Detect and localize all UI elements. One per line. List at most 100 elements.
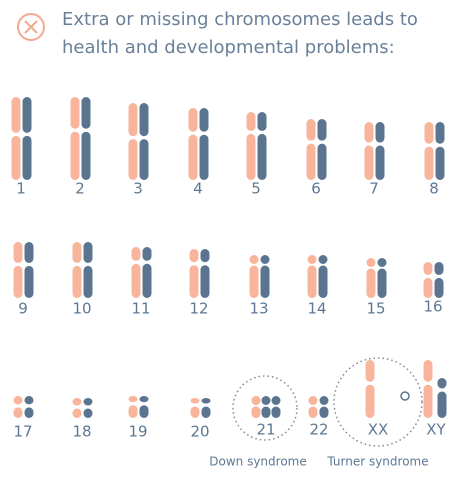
title-line: health and developmental problems: <box>62 37 395 58</box>
chromosome-label: 8 <box>429 180 439 198</box>
chromosome <box>131 263 141 298</box>
chromosome-label: 21 <box>256 421 275 439</box>
chromosome-label: 11 <box>131 300 150 318</box>
chromosome <box>11 97 21 133</box>
chromosome <box>200 265 210 298</box>
chromosome <box>83 242 93 263</box>
chromosome <box>24 265 34 298</box>
chromosome <box>307 265 317 298</box>
chromosome <box>139 396 149 403</box>
chromosome <box>437 378 447 389</box>
chromosome <box>261 406 271 418</box>
chromosome <box>307 255 317 264</box>
chromosome <box>199 108 209 132</box>
chromosome <box>364 145 374 180</box>
chromosome <box>70 97 80 129</box>
chromosome <box>260 255 270 264</box>
chromosome <box>246 133 256 180</box>
chromosome <box>366 258 376 267</box>
chromosome <box>434 277 444 298</box>
chromosome <box>257 112 267 131</box>
chromosome <box>377 268 387 298</box>
chromosome-label: 17 <box>13 423 32 441</box>
chromosome <box>365 360 375 382</box>
chromosome-label: 12 <box>189 300 208 318</box>
chromosome <box>364 122 374 143</box>
chromosome <box>375 145 385 180</box>
chromosome-label: 1 <box>16 180 26 198</box>
chromosome <box>318 255 328 264</box>
chromosome <box>72 398 82 406</box>
chromosome <box>131 247 141 261</box>
chromosome <box>200 249 210 263</box>
dotted-circle <box>232 375 298 441</box>
chromosome-label: XX <box>368 421 389 439</box>
chromosome <box>257 133 267 180</box>
chromosome-label: 3 <box>133 180 143 198</box>
chromosome <box>424 122 434 144</box>
chromosome <box>437 391 447 418</box>
chromosome <box>261 396 271 405</box>
missing-marker <box>400 391 410 401</box>
chromosome <box>81 131 91 180</box>
chromosome <box>308 396 318 405</box>
chromosome <box>434 262 444 275</box>
chromosome-label: 19 <box>128 423 147 441</box>
chromosome <box>306 143 316 180</box>
chromosome-label: 4 <box>193 180 203 198</box>
chromosome <box>83 398 93 406</box>
chromosome-label: 14 <box>307 300 326 318</box>
chromosome <box>249 265 259 298</box>
chromosome <box>83 265 93 298</box>
chromosome <box>319 396 329 405</box>
chromosome <box>365 384 375 418</box>
chromosome <box>317 119 327 141</box>
chromosome <box>139 405 149 418</box>
chromosome <box>189 249 199 263</box>
chromosome-label: 5 <box>251 180 261 198</box>
chromosome <box>435 122 445 144</box>
chromosome <box>306 119 316 141</box>
chromosome-label: 10 <box>72 300 91 318</box>
chromosome <box>13 242 23 263</box>
chromosome <box>249 255 259 264</box>
chromosome <box>24 407 34 418</box>
chromosome-label: 6 <box>311 180 321 198</box>
chromosome <box>423 384 433 418</box>
chromosome <box>24 242 34 263</box>
chromosome <box>199 134 209 180</box>
chromosome <box>72 242 82 263</box>
chromosome-label: 13 <box>249 300 268 318</box>
chromosome <box>188 108 198 132</box>
chromosome <box>72 408 82 418</box>
chromosome <box>70 131 80 180</box>
dotted-circle <box>333 357 423 447</box>
chromosome-label: 22 <box>309 421 328 439</box>
chromosome <box>251 406 261 418</box>
chromosome <box>308 406 318 418</box>
chromosome <box>24 396 34 405</box>
chromosome <box>375 122 385 143</box>
chromosome <box>128 405 138 418</box>
chromosome-label: 18 <box>72 423 91 441</box>
chromosome <box>13 265 23 298</box>
chromosome <box>377 258 387 267</box>
chromosome <box>366 268 376 298</box>
chromosome <box>22 135 32 180</box>
chromosome <box>128 103 138 137</box>
chromosome <box>271 406 281 418</box>
chromosome <box>139 139 149 180</box>
chromosome <box>190 406 200 418</box>
chromosome <box>128 139 138 180</box>
chromosome <box>423 360 433 382</box>
chromosome-label: 2 <box>75 180 85 198</box>
chromosome-label: 20 <box>190 423 209 441</box>
chromosome-label: 9 <box>18 300 28 318</box>
chromosome <box>190 398 200 404</box>
chromosome <box>271 396 281 405</box>
chromosome <box>83 408 93 418</box>
error-icon <box>17 13 45 41</box>
chromosome <box>22 97 32 133</box>
chromosome <box>188 134 198 180</box>
